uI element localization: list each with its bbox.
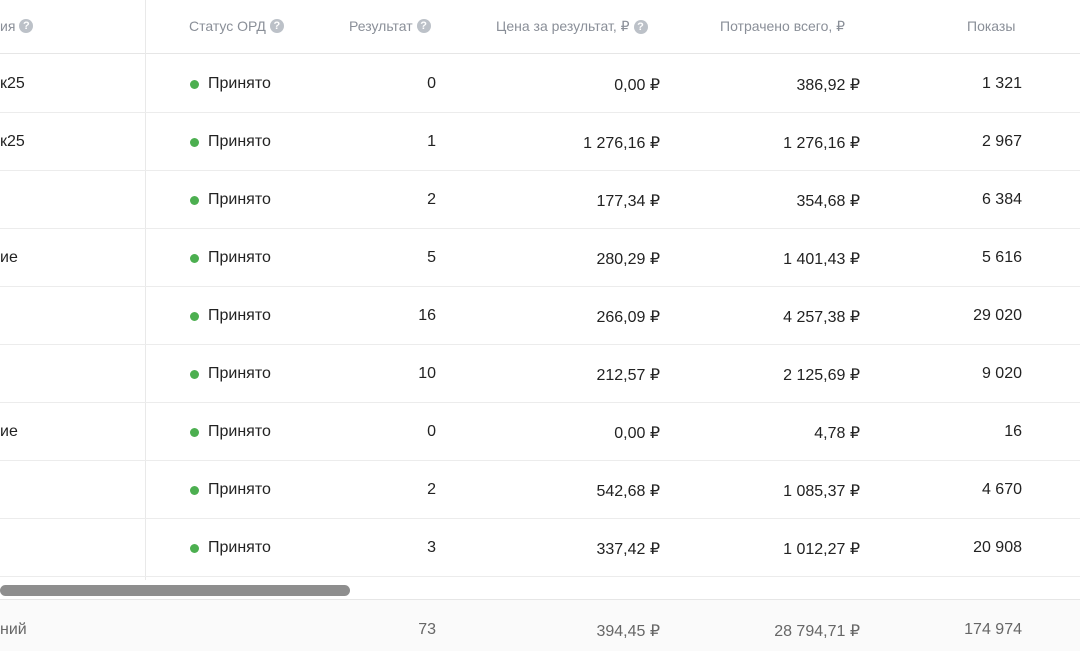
result-value: 10 — [418, 365, 436, 382]
ord-status-text: Принято — [208, 191, 271, 208]
scrollbar-thumb[interactable] — [0, 585, 350, 596]
status-dot-icon — [190, 369, 199, 379]
column-header-price-per-result[interactable]: Цена за результат, ₽ ? — [496, 18, 648, 35]
spent-total-value: 2 125,69 ₽ — [783, 367, 860, 384]
table-row[interactable]: к25 Принято 0 0,00 ₽ 386,92 ₽ 1 321 — [0, 54, 1080, 113]
ord-status-cell: Принято — [190, 133, 271, 151]
column-header-spent-total[interactable]: Потрачено всего, ₽ — [720, 18, 846, 34]
ord-status-text: Принято — [208, 75, 271, 92]
table-header: ия ? Статус ОРД ? Результат ? Цена за ре… — [0, 0, 1080, 54]
table-row[interactable]: к25 Принято 1 1 276,16 ₽ 1 276,16 ₽ 2 967 — [0, 112, 1080, 171]
column-header-result[interactable]: Результат ? — [349, 18, 431, 34]
impressions-value: 20 908 — [973, 539, 1022, 556]
table-row[interactable]: Принято 2 542,68 ₽ 1 085,37 ₽ 4 670 — [0, 460, 1080, 519]
table-row[interactable]: Принято 10 212,57 ₽ 2 125,69 ₽ 9 020 — [0, 344, 1080, 403]
column-header-impressions[interactable]: Показы — [967, 18, 1016, 34]
ord-status-cell: Принято — [190, 423, 271, 441]
spent-total-value: 4,78 ₽ — [814, 425, 860, 442]
table-row[interactable]: ие Принято 5 280,29 ₽ 1 401,43 ₽ 5 616 — [0, 228, 1080, 287]
result-value: 5 — [427, 249, 436, 266]
column-header-ord-status[interactable]: Статус ОРД ? — [189, 18, 284, 34]
spent-total-value: 386,92 ₽ — [796, 77, 860, 94]
spent-total-value: 354,68 ₽ — [796, 193, 860, 210]
status-dot-icon — [190, 427, 199, 437]
table-row[interactable]: Принято 3 337,42 ₽ 1 012,27 ₽ 20 908 — [0, 518, 1080, 577]
spent-total-value: 1 012,27 ₽ — [783, 541, 860, 558]
campaign-name[interactable]: ие — [0, 249, 18, 266]
campaign-name[interactable]: к25 — [0, 133, 25, 150]
frozen-column-divider — [145, 0, 146, 580]
status-dot-icon — [190, 543, 199, 553]
footer-price-total: 394,45 ₽ — [596, 623, 660, 640]
result-value: 16 — [418, 307, 436, 324]
help-icon[interactable]: ? — [633, 19, 648, 34]
table-row[interactable]: ие Принято 0 0,00 ₽ 4,78 ₽ 16 — [0, 402, 1080, 461]
impressions-value: 6 384 — [981, 191, 1022, 208]
status-dot-icon — [190, 311, 199, 321]
ord-status-cell: Принято — [190, 191, 271, 209]
ord-status-text: Принято — [208, 481, 271, 498]
ord-status-cell: Принято — [190, 365, 271, 383]
price-per-result-value: 0,00 ₽ — [614, 77, 660, 94]
result-value: 2 — [427, 481, 436, 498]
impressions-value: 1 321 — [981, 75, 1022, 92]
ord-status-text: Принято — [208, 539, 271, 556]
result-value: 0 — [427, 75, 436, 92]
ord-status-text: Принято — [208, 133, 271, 150]
impressions-value: 16 — [1004, 423, 1022, 440]
price-per-result-value: 280,29 ₽ — [596, 251, 660, 268]
price-per-result-value: 337,42 ₽ — [596, 541, 660, 558]
impressions-value: 2 967 — [981, 133, 1022, 150]
table-row[interactable]: Принято 2 177,34 ₽ 354,68 ₽ 6 384 — [0, 170, 1080, 229]
table-footer-totals: ний 73 394,45 ₽ 28 794,71 ₽ 174 974 — [0, 599, 1080, 651]
footer-impressions-total: 174 974 — [964, 621, 1022, 638]
help-icon[interactable]: ? — [19, 19, 34, 33]
price-per-result-value: 1 276,16 ₽ — [583, 135, 660, 152]
status-dot-icon — [190, 485, 199, 495]
ord-status-cell: Принято — [190, 307, 271, 325]
result-value: 2 — [427, 191, 436, 208]
campaign-name[interactable]: к25 — [0, 75, 25, 92]
impressions-value: 4 670 — [981, 481, 1022, 498]
price-per-result-value: 266,09 ₽ — [596, 309, 660, 326]
price-per-result-value: 0,00 ₽ — [614, 425, 660, 442]
price-per-result-value: 542,68 ₽ — [596, 483, 660, 500]
footer-label: ний — [0, 621, 27, 638]
impressions-value: 9 020 — [981, 365, 1022, 382]
price-per-result-value: 212,57 ₽ — [596, 367, 660, 384]
spent-total-value: 1 276,16 ₽ — [783, 135, 860, 152]
price-per-result-value: 177,34 ₽ — [596, 193, 660, 210]
impressions-value: 29 020 — [973, 307, 1022, 324]
result-value: 3 — [427, 539, 436, 556]
spent-total-value: 1 085,37 ₽ — [783, 483, 860, 500]
help-icon[interactable]: ? — [269, 19, 284, 33]
status-dot-icon — [190, 195, 199, 205]
footer-result-total: 73 — [418, 621, 436, 638]
column-header-name[interactable]: ия ? — [0, 18, 34, 34]
ord-status-text: Принято — [208, 307, 271, 324]
help-icon[interactable]: ? — [416, 19, 431, 33]
result-value: 0 — [427, 423, 436, 440]
spent-total-value: 1 401,43 ₽ — [783, 251, 860, 268]
status-dot-icon — [190, 137, 199, 147]
ord-status-text: Принято — [208, 249, 271, 266]
status-dot-icon — [190, 79, 199, 89]
ord-status-cell: Принято — [190, 249, 271, 267]
ord-status-text: Принято — [208, 423, 271, 440]
table-row[interactable]: Принято 16 266,09 ₽ 4 257,38 ₽ 29 020 — [0, 286, 1080, 345]
ord-status-cell: Принято — [190, 481, 271, 499]
spent-total-value: 4 257,38 ₽ — [783, 309, 860, 326]
impressions-value: 5 616 — [981, 249, 1022, 266]
status-dot-icon — [190, 253, 199, 263]
result-value: 1 — [427, 133, 436, 150]
ord-status-cell: Принято — [190, 75, 271, 93]
ord-status-text: Принято — [208, 365, 271, 382]
campaign-name[interactable]: ие — [0, 423, 18, 440]
ord-status-cell: Принято — [190, 539, 271, 557]
footer-spent-total: 28 794,71 ₽ — [774, 623, 860, 640]
